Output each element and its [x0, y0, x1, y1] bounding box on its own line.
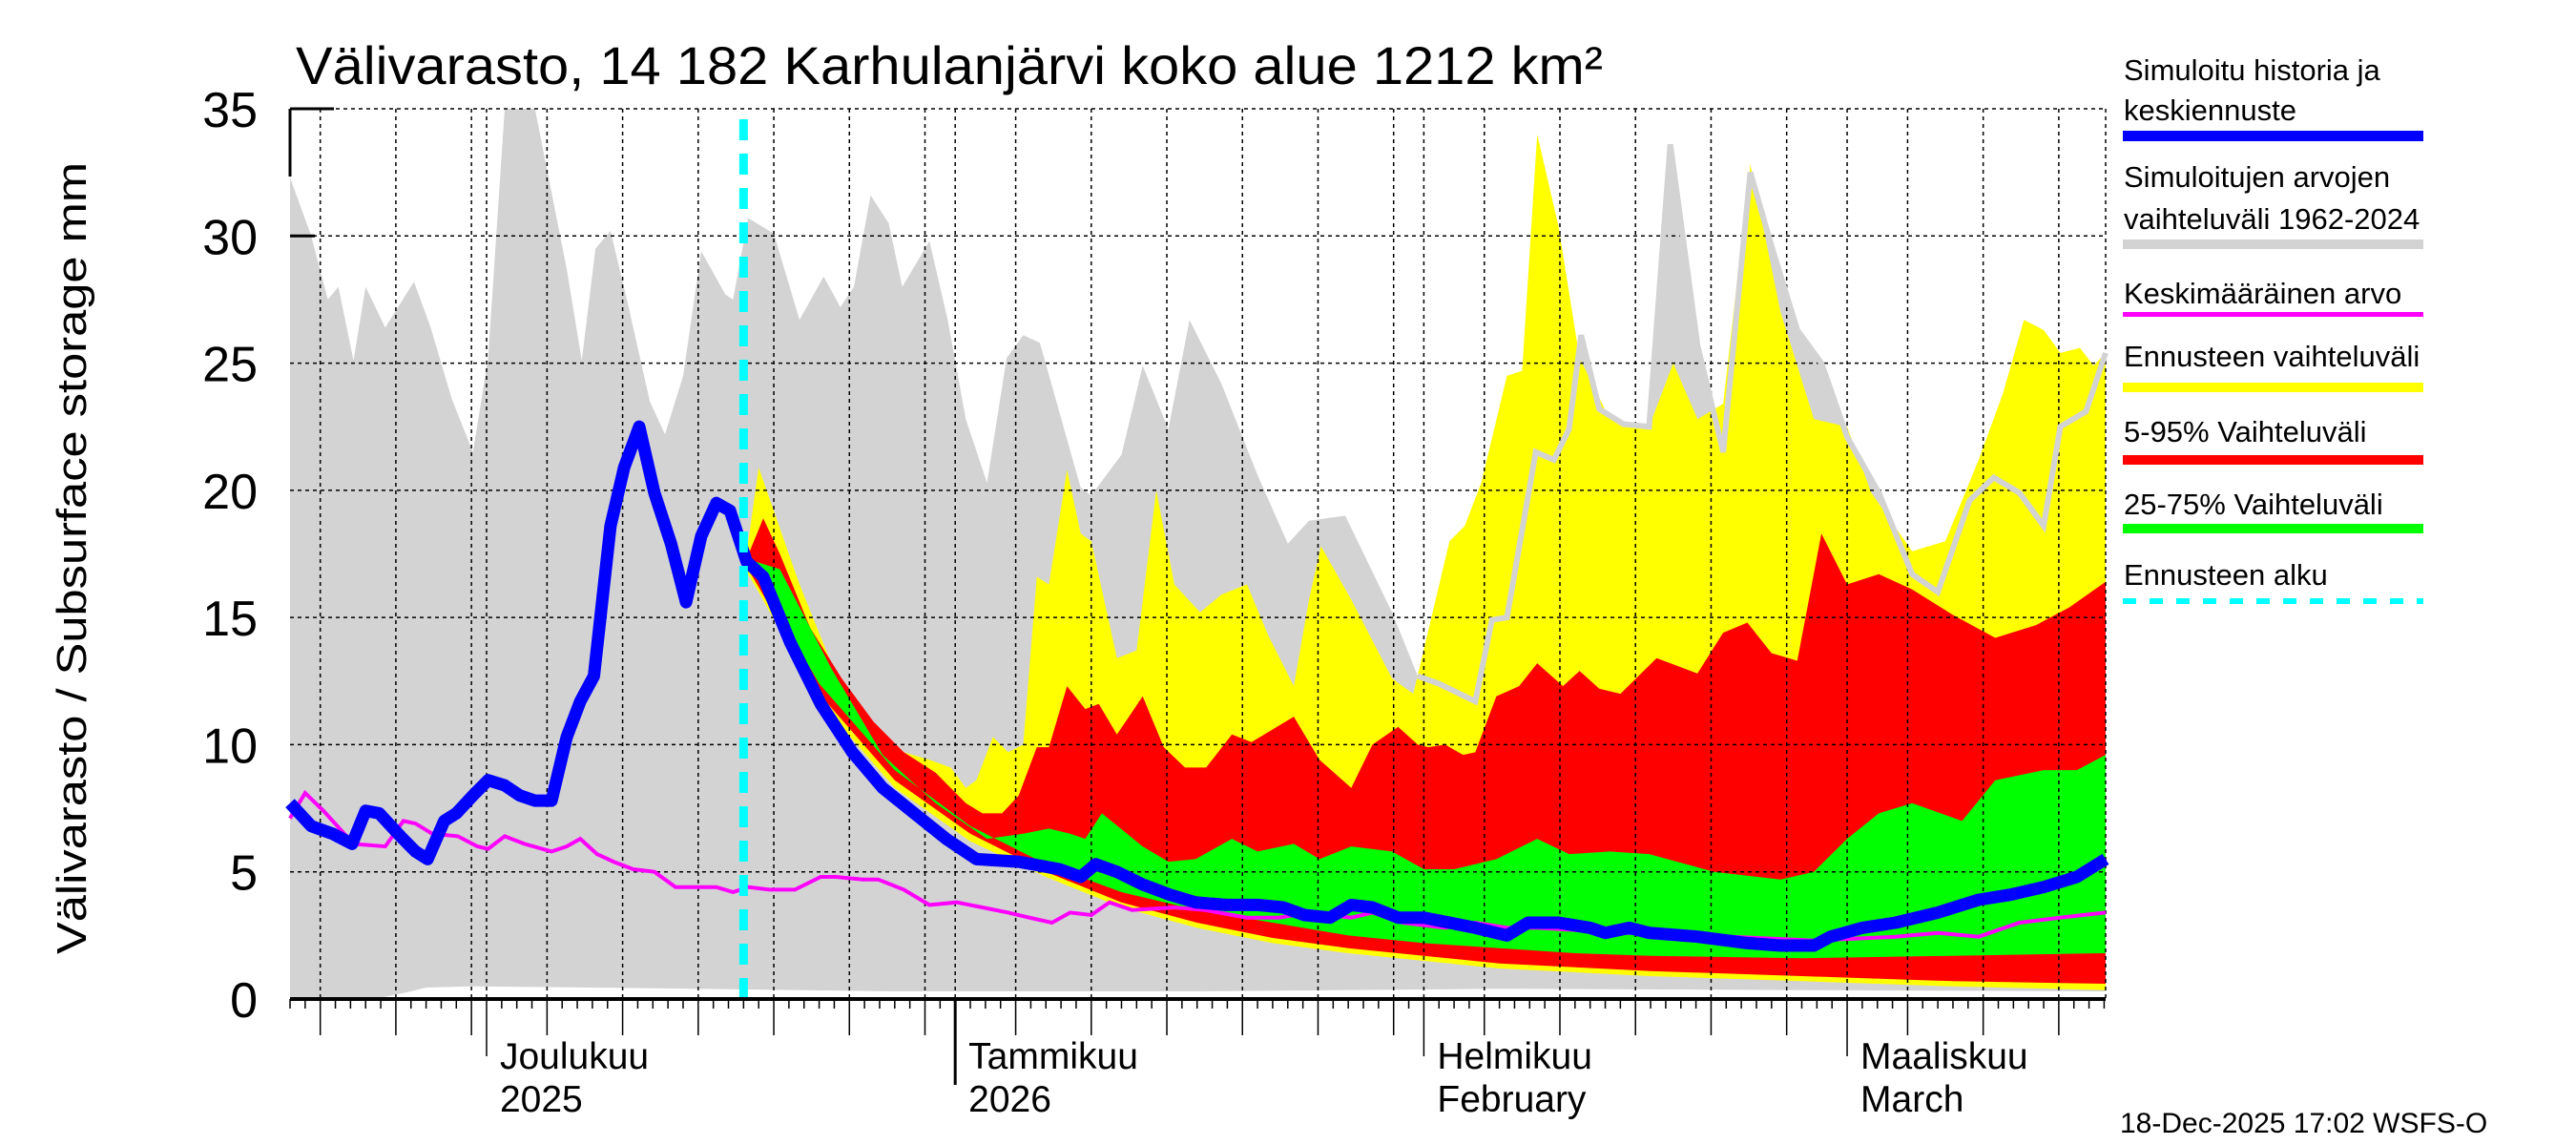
- legend-label: 25-75% Vaihteluväli: [2124, 488, 2383, 521]
- chart-title: Välivarasto, 14 182 Karhulanjärvi koko a…: [296, 35, 1603, 95]
- legend-swatch-p25-75: [2123, 524, 2423, 533]
- x-month-label: Helmikuu: [1437, 1036, 1592, 1077]
- x-year-label: 2025: [500, 1079, 583, 1120]
- x-month-label: Maaliskuu: [1860, 1036, 2028, 1077]
- y-tick-label: 10: [202, 718, 258, 774]
- legend-label: Ennusteen vaihteluväli: [2124, 340, 2420, 373]
- y-tick-label: 25: [202, 338, 258, 393]
- y-tick-label: 0: [230, 973, 258, 1029]
- x-month-label: Tammikuu: [968, 1036, 1138, 1077]
- legend-label: 5-95% Vaihteluväli: [2124, 415, 2366, 448]
- legend: Simuloitu historia ja keskiennuste Simul…: [2123, 53, 2423, 604]
- y-tick-labels: 0 5 10 15 20 25 30 35: [202, 83, 258, 1029]
- y-axis-label: Välivarasto / Subsurface storage mm: [49, 162, 95, 954]
- legend-swatch-median: [2123, 131, 2423, 141]
- median-line: [285, 420, 2109, 952]
- legend-label: vaihteluväli 1962-2024: [2124, 202, 2420, 236]
- legend-swatch-history-range: [2123, 239, 2423, 249]
- x-year-label: 2026: [968, 1079, 1051, 1120]
- plot-areas: [290, 109, 2106, 998]
- x-year-label: March: [1860, 1079, 1963, 1120]
- y-tick-label: 20: [202, 465, 258, 520]
- legend-swatch-p5-95: [2123, 455, 2423, 465]
- y-tick-label: 15: [202, 592, 258, 647]
- legend-label: Keskimääräinen arvo: [2124, 277, 2401, 310]
- x-month-label: Joulukuu: [500, 1036, 649, 1077]
- history-max-line: [1416, 143, 2109, 706]
- x-year-label: February: [1437, 1079, 1587, 1120]
- legend-swatch-forecast-range: [2123, 383, 2423, 392]
- y-tick-label: 5: [230, 846, 258, 902]
- y-tick-label: 30: [202, 210, 258, 265]
- p25-75-area: [746, 558, 2106, 959]
- legend-label: Simuloitu historia ja: [2124, 53, 2381, 87]
- plot-lines: [285, 119, 2109, 999]
- legend-label: Simuloitujen arvojen: [2124, 160, 2390, 194]
- y-tick-label: 35: [202, 83, 258, 138]
- legend-label: keskiennuste: [2124, 94, 2296, 127]
- legend-swatch-mean: [2123, 312, 2423, 317]
- axes: [288, 107, 2106, 1085]
- timestamp: 18-Dec-2025 17:02 WSFS-O: [2120, 1108, 2487, 1139]
- legend-label: Ennusteen alku: [2124, 558, 2328, 592]
